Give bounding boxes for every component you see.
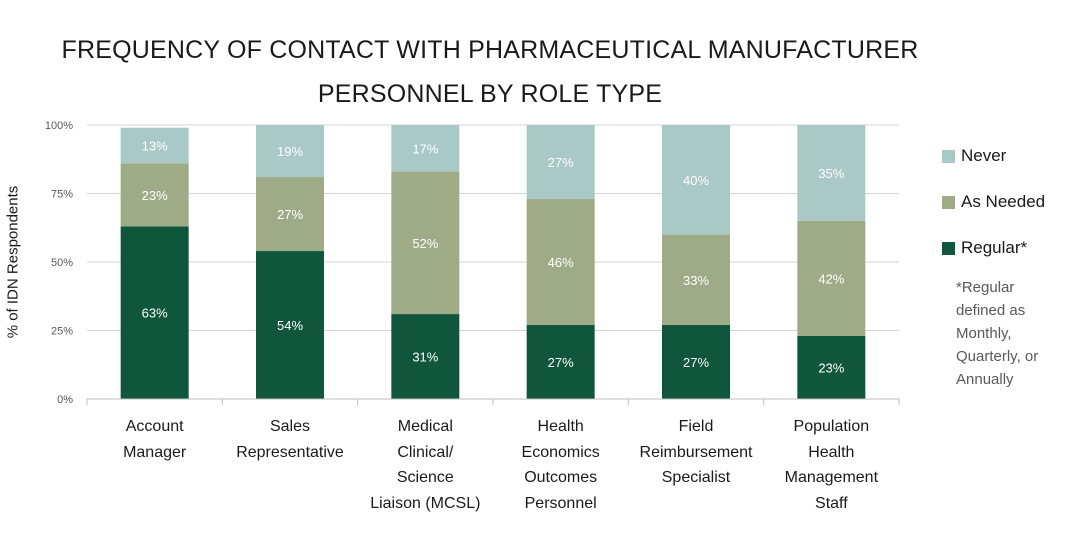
data-label: 27% — [548, 355, 574, 370]
bar-segment — [391, 171, 460, 315]
data-label: 27% — [683, 355, 709, 370]
x-tick-label-line: Specialist — [661, 469, 731, 486]
y-tick-label: 100% — [45, 120, 73, 132]
bar-segment — [662, 325, 730, 399]
legend-label: Never — [961, 146, 1007, 165]
x-tick-label-line: Personnel — [524, 494, 597, 512]
data-label: 23% — [142, 188, 168, 203]
legend-item: Regular* — [942, 238, 1027, 258]
data-label: 54% — [277, 318, 303, 333]
legend-swatch — [942, 149, 955, 163]
x-tick-label-line: Management — [784, 469, 879, 486]
bar-segment — [120, 163, 189, 227]
x-tick-label: Health Economics Outcomes Personnel — [491, 414, 631, 516]
data-label: 40% — [683, 173, 709, 188]
x-tick-label-line: Account — [125, 418, 184, 435]
x-tick-label: Sales Representative — [220, 414, 360, 465]
y-tick-label: 25% — [51, 326, 73, 338]
bar-segment — [526, 198, 595, 326]
x-tick-label-line: Clinical/ — [397, 443, 454, 461]
x-tick-label-line: Staff — [815, 494, 848, 512]
bar-segment — [256, 125, 324, 178]
x-tick-label-line: Field — [678, 418, 714, 435]
footnote-line: Quarterly, or — [956, 348, 1039, 365]
bar-segment — [526, 125, 595, 199]
data-label: 27% — [277, 207, 303, 222]
data-label: 27% — [548, 155, 574, 170]
y-tick-label: 0% — [57, 394, 73, 406]
data-label: 23% — [818, 360, 844, 375]
x-tick-label: Field Reimbursement Specialist — [626, 414, 766, 491]
x-tick-label: Population Health Management Staff — [761, 414, 901, 516]
x-tick-label-line: Economics — [521, 443, 600, 461]
data-label: 63% — [142, 306, 168, 321]
data-label: 19% — [277, 144, 303, 159]
bar-segment — [797, 335, 866, 399]
data-label: 31% — [412, 350, 438, 365]
x-tick-label-line: Outcomes — [524, 469, 598, 486]
chart-title-line-2: PERSONNEL BY ROLE TYPE — [317, 80, 663, 108]
x-tick-label-line: Population — [793, 418, 870, 435]
footnote-line: *Regular — [956, 279, 1015, 296]
footnote-line: Annually — [956, 371, 1014, 388]
x-tick-label-line: Sales — [269, 418, 311, 435]
y-tick-label: 75% — [51, 189, 73, 201]
bar-segment — [526, 325, 595, 399]
legend-item: As Needed — [942, 192, 1045, 212]
data-label: 17% — [412, 141, 438, 156]
x-tick-label: Medical Clinical/Science Liaison (MCSL) — [355, 414, 495, 516]
data-label: 42% — [818, 271, 844, 286]
x-tick-label-line: Science — [396, 469, 454, 486]
legend-swatch — [942, 195, 955, 209]
bar-segment — [120, 226, 189, 399]
data-label: 33% — [683, 273, 709, 288]
x-tick-label-line: Representative — [236, 443, 344, 461]
y-tick-label: 50% — [51, 257, 73, 269]
bar-segment — [797, 220, 866, 336]
x-tick-label-line: Manager — [123, 443, 187, 461]
x-tick-label-line: Liaison (MCSL) — [370, 494, 481, 512]
legend-item: Never — [942, 146, 1006, 166]
data-label: 13% — [142, 139, 168, 154]
bar-segment — [662, 125, 730, 235]
x-tick-label-line: Medical — [397, 418, 453, 435]
data-label: 52% — [412, 236, 438, 251]
bar-segment — [391, 314, 460, 399]
x-tick-label-line: Health — [808, 443, 855, 461]
x-tick-label: Account Manager — [85, 414, 225, 465]
legend-label: Regular* — [961, 238, 1028, 257]
footnote-line: defined as — [956, 302, 1026, 319]
legend-label: As Needed — [961, 192, 1046, 211]
chart-title-line-1: FREQUENCY OF CONTACT WITH PHARMACEUTICAL… — [61, 36, 919, 64]
bar-segment — [256, 251, 324, 399]
bar-segment — [120, 127, 189, 164]
chart-title: FREQUENCY OF CONTACT WITH PHARMACEUTICAL… — [0, 28, 980, 116]
bar-segment — [662, 234, 730, 326]
bar-segment — [256, 177, 324, 252]
x-tick-label-line: Health — [537, 418, 584, 435]
data-label: 35% — [818, 166, 844, 181]
x-tick-label-line: Reimbursement — [639, 443, 753, 461]
data-label: 46% — [548, 255, 574, 270]
bar-segment — [797, 125, 866, 221]
bar-segment — [391, 125, 460, 172]
footnote-line: Monthly, — [956, 325, 1012, 342]
legend-swatch — [942, 241, 955, 255]
legend-footnote: *Regular defined as Monthly, Quarterly, or A… — [956, 276, 1074, 391]
